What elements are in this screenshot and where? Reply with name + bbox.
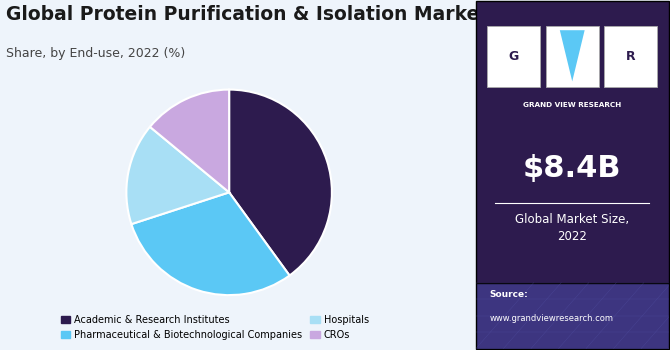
Point bbox=[637, 346, 645, 350]
Point bbox=[530, 281, 538, 285]
Line: 2 pts: 2 pts bbox=[531, 283, 589, 349]
FancyBboxPatch shape bbox=[476, 283, 669, 349]
Text: Global Market Size,
2022: Global Market Size, 2022 bbox=[515, 213, 629, 243]
Point bbox=[557, 281, 565, 285]
Legend: Academic & Research Institutes, Pharmaceutical & Biotechnological Companies, Hos: Academic & Research Institutes, Pharmace… bbox=[57, 311, 373, 344]
Point bbox=[582, 346, 590, 350]
Text: Share, by End-use, 2022 (%): Share, by End-use, 2022 (%) bbox=[6, 47, 186, 60]
Line: 2 pts: 2 pts bbox=[669, 283, 670, 349]
Line: 2 pts: 2 pts bbox=[476, 283, 534, 349]
Line: 2 pts: 2 pts bbox=[586, 283, 644, 349]
Point bbox=[610, 346, 618, 350]
FancyBboxPatch shape bbox=[476, 1, 669, 349]
Point bbox=[667, 281, 670, 285]
Point bbox=[640, 281, 648, 285]
Line: 2 pts: 2 pts bbox=[559, 283, 616, 349]
Point bbox=[527, 346, 535, 350]
Line: 2 pts: 2 pts bbox=[641, 283, 670, 349]
Text: Global Protein Purification & Isolation Market: Global Protein Purification & Isolation … bbox=[6, 5, 488, 24]
Point bbox=[665, 346, 670, 350]
Text: GRAND VIEW RESEARCH: GRAND VIEW RESEARCH bbox=[523, 102, 621, 108]
Point bbox=[612, 281, 620, 285]
Point bbox=[555, 346, 563, 350]
Line: 2 pts: 2 pts bbox=[503, 283, 561, 349]
Point bbox=[585, 281, 593, 285]
Point bbox=[491, 201, 499, 205]
Text: www.grandviewresearch.com: www.grandviewresearch.com bbox=[489, 314, 613, 323]
Line: 2 pts: 2 pts bbox=[614, 283, 670, 349]
Text: $8.4B: $8.4B bbox=[523, 154, 622, 183]
Point bbox=[499, 346, 507, 350]
Point bbox=[645, 201, 653, 205]
Point bbox=[472, 346, 480, 350]
Text: Source:: Source: bbox=[489, 289, 528, 299]
